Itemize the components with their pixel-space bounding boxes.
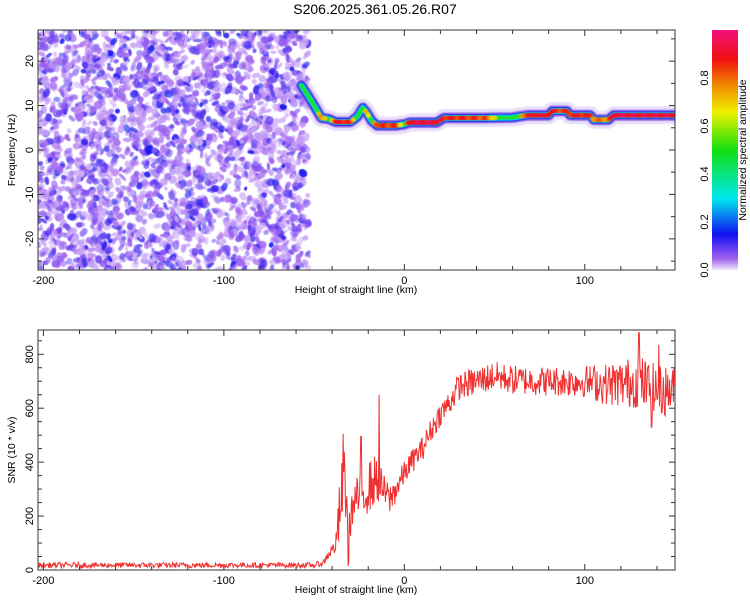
- snr-y-tick-label: 400: [24, 453, 36, 471]
- snr-x-tick-label: 100: [576, 575, 594, 587]
- snr-frame: [37, 329, 676, 571]
- spectrogram-y-tick-label: 20: [24, 55, 36, 67]
- snr-series-line: [37, 332, 676, 570]
- snr-y-tick-label: 800: [24, 345, 36, 363]
- spectrogram-y-axis-label: Frequency (Hz): [6, 114, 18, 186]
- spectrogram-x-tick-label: -200: [32, 275, 54, 287]
- snr-x-tick-label: 0: [401, 575, 407, 587]
- spectrogram-x-axis-label: Height of straight line (km): [295, 284, 418, 296]
- snr-y-tick-label: 600: [24, 399, 36, 417]
- spectrogram-x-tick-label: 0: [401, 275, 407, 287]
- colorbar-label: Normalized spectral amplitude: [737, 79, 749, 220]
- colorbar-tick-label: 0.0: [699, 262, 711, 277]
- snr-axes: -200 -100 0 100 0 200 400 600 800: [24, 329, 676, 587]
- colorbar-gradient: [712, 30, 738, 270]
- spectrogram-y-tick-label: -20: [24, 231, 36, 247]
- spectrogram-image: [38, 30, 675, 270]
- chart-title: S206.2025.361.05.26.R07: [293, 1, 457, 17]
- snr-x-axis-label: Height of straight line (km): [295, 584, 418, 596]
- spectrogram-y-tick-label: 10: [24, 99, 36, 111]
- spectrogram-x-tick-label: -100: [213, 275, 235, 287]
- spectrogram-frame: [37, 29, 676, 271]
- spectrogram-y-tick-label: 0: [24, 147, 36, 153]
- snr-x-tick-label: -200: [32, 575, 54, 587]
- colorbar-tick-label: 0.8: [699, 70, 711, 85]
- snr-y-axis-label: SNR (10 * v/v): [6, 416, 18, 483]
- snr-x-tick-label: -100: [213, 575, 235, 587]
- colorbar-tick-label: 0.4: [699, 166, 711, 181]
- spectrogram-y-tick-label: -10: [24, 186, 36, 202]
- snr-y-tick-label: 200: [24, 507, 36, 525]
- colorbar-tick-label: 0.2: [699, 214, 711, 229]
- snr-y-tick-label: 0: [24, 567, 36, 573]
- spectrogram-x-tick-label: 100: [576, 275, 594, 287]
- colorbar-tick-label: 0.6: [699, 118, 711, 133]
- colorbar-axes: 0.0 0.2 0.4 0.6 0.8: [699, 70, 711, 277]
